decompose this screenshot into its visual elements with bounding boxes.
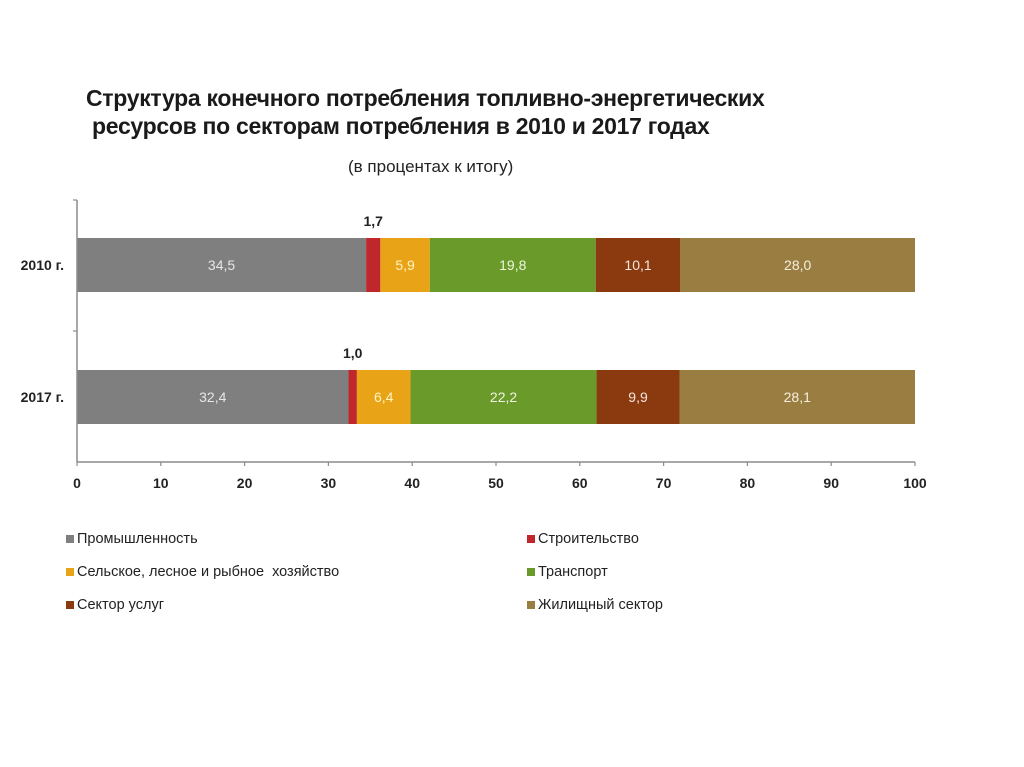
data-label: 1,0 [343, 345, 363, 361]
data-label: 6,4 [374, 389, 394, 405]
bar-segment [380, 238, 430, 292]
category-label: 2010 г. [21, 257, 64, 273]
legend-label: Строительство [538, 531, 639, 547]
chart-title-line-1: Структура конечного потребления топливно… [86, 85, 765, 111]
data-label: 1,7 [363, 213, 383, 229]
legend-swatch [66, 568, 74, 576]
legend-label: Жилищный сектор [538, 597, 663, 613]
legend-swatch [527, 568, 535, 576]
x-tick-label: 0 [73, 475, 81, 491]
bar-segment [356, 370, 411, 424]
chart-title: Структура конечного потребления топливно… [86, 84, 765, 140]
legend-swatch [527, 601, 535, 609]
chart-subtitle: (в процентах к итогу) [348, 157, 514, 176]
data-label: 32,4 [199, 389, 226, 405]
legend-swatch [66, 535, 74, 543]
legend-item: Транспорт [527, 564, 608, 580]
x-tick-label: 90 [823, 475, 839, 491]
legend-item: Сектор услуг [66, 597, 164, 613]
legend-item: Сельское, лесное и рыбное хозяйство [66, 564, 339, 580]
data-label: 34,5 [208, 257, 235, 273]
bar-segment [77, 238, 367, 292]
x-tick-label: 40 [404, 475, 420, 491]
category-label: 2017 г. [21, 389, 64, 405]
data-label: 28,1 [784, 389, 811, 405]
data-label: 28,0 [784, 257, 811, 273]
legend-item: Промышленность [66, 531, 198, 547]
data-label: 5,9 [395, 257, 415, 273]
x-tick-label: 80 [740, 475, 756, 491]
legend-item: Строительство [527, 531, 639, 547]
bar-segment [410, 370, 597, 424]
x-tick-label: 30 [321, 475, 337, 491]
bar-segment [679, 370, 915, 424]
bar-segment [348, 370, 357, 424]
bar-segment [595, 238, 681, 292]
data-label: 9,9 [628, 389, 648, 405]
bar-segment [366, 238, 381, 292]
legend-label: Промышленность [77, 531, 198, 547]
x-tick-label: 10 [153, 475, 169, 491]
chart-title-line-2: ресурсов по секторам потребления в 2010 … [92, 113, 710, 139]
bar-segment [680, 238, 915, 292]
legend-swatch [66, 601, 74, 609]
bar-segment [596, 370, 680, 424]
legend-label: Сельское, лесное и рыбное хозяйство [77, 564, 340, 580]
bar-segment [429, 238, 596, 292]
data-label: 10,1 [624, 257, 651, 273]
legend-item: Жилищный сектор [527, 597, 663, 613]
x-tick-label: 70 [656, 475, 672, 491]
x-tick-label: 50 [488, 475, 504, 491]
data-label: 19,8 [499, 257, 526, 273]
legend-swatch [527, 535, 535, 543]
data-label: 22,2 [490, 389, 517, 405]
x-tick-label: 100 [903, 475, 927, 491]
x-tick-label: 60 [572, 475, 588, 491]
bar-segment [77, 370, 349, 424]
legend-label: Транспорт [538, 564, 608, 580]
x-tick-label: 20 [237, 475, 253, 491]
legend-label: Сектор услуг [77, 597, 165, 613]
